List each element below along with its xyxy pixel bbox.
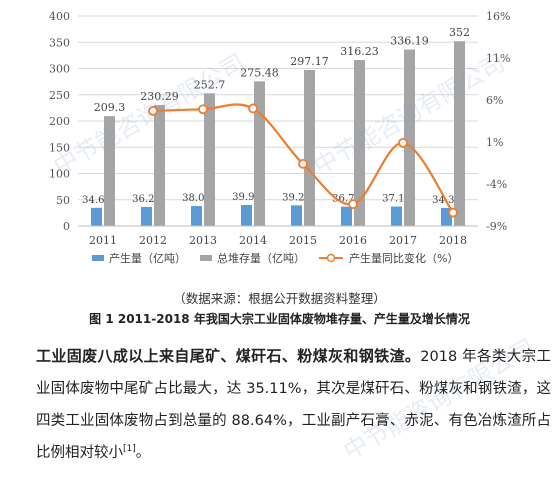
y-left-tick-label: 400: [49, 10, 70, 23]
line-point: [348, 199, 358, 210]
bar: [154, 105, 165, 226]
bar: [291, 205, 302, 226]
bar: [241, 205, 252, 226]
x-tick-label: 2014: [239, 234, 267, 247]
paragraph-end: 。: [135, 445, 151, 461]
y-right-tick-label: 11%: [486, 52, 510, 65]
bar: [304, 69, 315, 226]
bar: [254, 81, 265, 226]
y-right-tick-label: 6%: [486, 94, 503, 107]
data-label: 39.28: [282, 192, 311, 203]
data-label: 336.19: [390, 35, 429, 48]
bar: [141, 206, 152, 226]
y-right-tick-label: 16%: [486, 10, 510, 23]
legend-swatch: [326, 253, 336, 263]
y-left-tick-label: 300: [49, 63, 70, 76]
line-point: [398, 137, 408, 148]
data-label: 275.48: [240, 66, 279, 79]
legend-label: 产生量（亿吨）: [109, 251, 186, 265]
line-point: [448, 207, 458, 218]
line-point: [298, 158, 308, 169]
y-left-tick-label: 0: [63, 220, 70, 233]
x-tick-label: 2015: [289, 234, 317, 247]
y-right-tick-label: -9%: [486, 220, 507, 233]
bar: [454, 41, 465, 227]
x-tick-label: 2017: [389, 234, 417, 247]
paragraph-lead: 工业固废八成以上来自尾矿、煤矸石、粉煤灰和钢铁渣。: [36, 347, 421, 365]
data-label: 230.29: [140, 90, 179, 103]
y-left-tick-label: 350: [49, 36, 70, 49]
line-point: [248, 103, 258, 114]
line-point: [148, 106, 158, 116]
reference-mark: [1]: [123, 444, 136, 455]
bar: [354, 59, 365, 227]
chart: 0 50 100 150 200 250 300 350 400 -9% -4% 1% 6% 11% 16%…: [49, 10, 510, 265]
data-label: 316.23: [340, 45, 379, 58]
data-label: 297.17: [290, 55, 329, 68]
x-tick-label: 2013: [189, 234, 217, 247]
x-tick-label: 2011: [89, 234, 117, 247]
x-tick-label: 2016: [339, 234, 367, 247]
legend-swatch: [92, 255, 104, 261]
y-left-tick-label: 200: [49, 115, 70, 128]
bar: [441, 207, 452, 226]
legend-swatch: [200, 255, 212, 261]
data-label: 36.78: [332, 194, 361, 205]
x-tick-label: 2018: [439, 234, 467, 247]
data-label: 37.12: [382, 194, 411, 205]
data-label: 209.3: [94, 101, 126, 114]
legend-label: 总堆存量（亿吨）: [217, 251, 305, 265]
paragraph-text: 2018 年各类大宗工业固体废物中尾矿占比最大，达 35.11%，其次是煤矸石、…: [36, 349, 551, 461]
data-label: 36.27: [132, 194, 161, 205]
bar: [91, 207, 102, 226]
y-left-tick-label: 100: [49, 168, 70, 181]
bar: [404, 49, 415, 227]
bar: [204, 93, 215, 227]
x-tick-label: 2012: [139, 234, 167, 247]
paragraph: 工业固废八成以上来自尾矿、煤矸石、粉煤灰和钢铁渣。2018 年各类大宗工业固体废…: [36, 340, 551, 469]
bar: [191, 206, 202, 226]
figure-caption: 图 1 2011-2018 年我国大宗工业固体废物堆存量、产生量及增长情况: [89, 312, 470, 326]
data-label: 252.7: [194, 78, 226, 91]
y-left-tick-label: 250: [49, 89, 70, 102]
data-label: 34.65: [82, 195, 111, 206]
line-point: [198, 104, 208, 115]
data-label: 38.04: [182, 193, 211, 204]
bar: [341, 206, 352, 226]
y-right-tick-label: -4%: [486, 178, 507, 191]
source-note: （数据来源：根据公开数据资料整理）: [173, 291, 386, 306]
bar: [104, 116, 115, 226]
y-left-tick-label: 50: [56, 194, 70, 207]
data-label: 352: [449, 26, 470, 39]
legend-label: 产生量同比变化（%）: [349, 251, 458, 265]
y-right-tick-label: 1%: [486, 136, 503, 149]
bar: [391, 206, 402, 226]
y-left-tick-label: 150: [49, 141, 70, 154]
data-label: 39.93: [232, 192, 261, 203]
